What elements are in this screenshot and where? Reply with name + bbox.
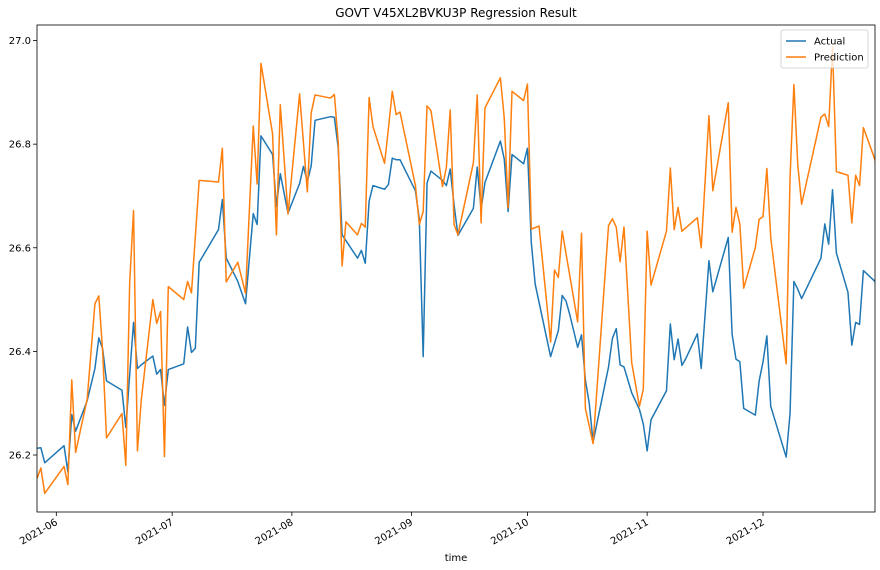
- y-tick-label: 26.8: [9, 140, 31, 151]
- x-axis-label: time: [445, 553, 468, 564]
- y-tick-label: 27.0: [9, 36, 31, 47]
- legend-box: [780, 29, 869, 69]
- y-tick-label: 26.6: [9, 243, 31, 254]
- y-axis: 26.2 26.4 26.6 26.8 27.0: [9, 36, 37, 462]
- chart-title: GOVT V45XL2BVKU3P Regression Result: [335, 6, 577, 20]
- legend-label-prediction: Prediction: [814, 53, 864, 64]
- legend: Actual Prediction: [780, 29, 869, 69]
- y-tick-label: 26.2: [9, 451, 31, 462]
- legend-label-actual: Actual: [814, 37, 845, 48]
- series-line-actual: [37, 115, 875, 473]
- series-layer: [37, 46, 875, 495]
- y-tick-label: 26.4: [9, 347, 31, 358]
- axes-frame: [36, 24, 876, 513]
- series-line-prediction: [37, 46, 875, 495]
